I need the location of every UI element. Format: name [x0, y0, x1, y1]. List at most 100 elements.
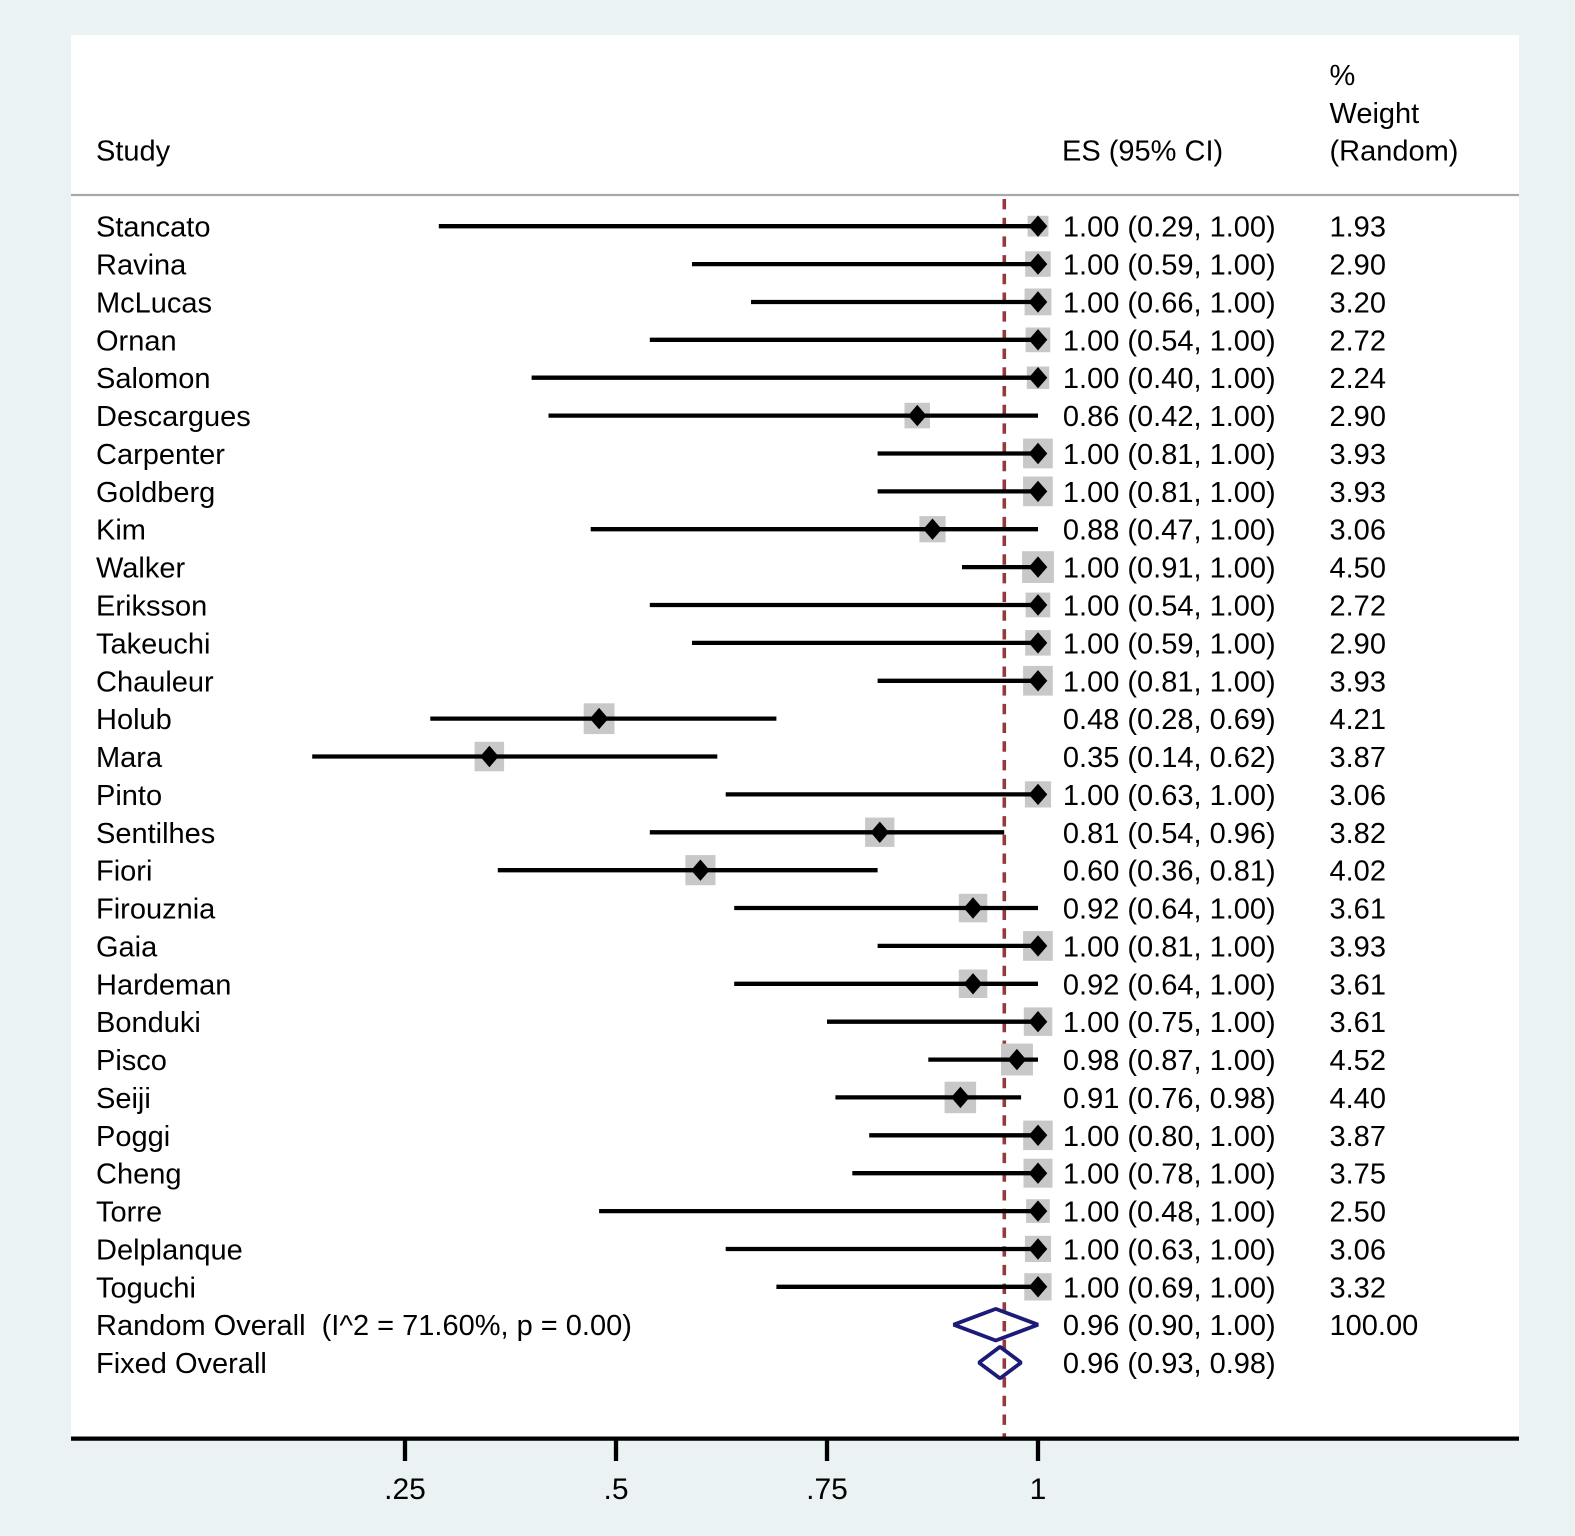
svg-text:.25: .25 — [384, 1473, 426, 1506]
svg-text:Fixed Overall: Fixed Overall — [96, 1348, 267, 1380]
svg-text:2.72: 2.72 — [1330, 325, 1386, 357]
svg-text:Random Overall (I^2 = 71.60%,: Random Overall (I^2 = 71.60%, p = 0.00) — [96, 1310, 632, 1342]
svg-text:ES (95% CI): ES (95% CI) — [1062, 136, 1223, 168]
svg-text:4.40: 4.40 — [1330, 1083, 1386, 1115]
svg-text:Ornan: Ornan — [96, 325, 177, 357]
svg-text:Seiji: Seiji — [96, 1083, 151, 1115]
svg-text:1.00 (0.59, 1.00): 1.00 (0.59, 1.00) — [1063, 250, 1276, 282]
svg-text:0.98 (0.87, 1.00): 0.98 (0.87, 1.00) — [1063, 1045, 1276, 1077]
svg-text:Pinto: Pinto — [96, 780, 162, 812]
svg-text:Walker: Walker — [96, 553, 185, 585]
svg-text:Hardeman: Hardeman — [96, 969, 231, 1001]
svg-text:0.96 (0.90, 1.00): 0.96 (0.90, 1.00) — [1063, 1310, 1276, 1342]
svg-text:3.75: 3.75 — [1330, 1159, 1386, 1191]
svg-text:3.87: 3.87 — [1330, 1121, 1386, 1153]
svg-text:1.00 (0.81, 1.00): 1.00 (0.81, 1.00) — [1063, 439, 1276, 471]
svg-text:4.52: 4.52 — [1330, 1045, 1386, 1077]
svg-text:2.50: 2.50 — [1330, 1197, 1386, 1229]
svg-text:Eriksson: Eriksson — [96, 591, 207, 623]
svg-text:2.90: 2.90 — [1330, 401, 1386, 433]
svg-text:1.00 (0.66, 1.00): 1.00 (0.66, 1.00) — [1063, 288, 1276, 320]
svg-text:1.00 (0.81, 1.00): 1.00 (0.81, 1.00) — [1063, 477, 1276, 509]
svg-text:Pisco: Pisco — [96, 1045, 167, 1077]
svg-text:100.00: 100.00 — [1330, 1310, 1419, 1342]
svg-text:3.87: 3.87 — [1330, 742, 1386, 774]
svg-text:Takeuchi: Takeuchi — [96, 628, 210, 660]
svg-text:Firouznia: Firouznia — [96, 894, 216, 926]
svg-text:1.00 (0.80, 1.00): 1.00 (0.80, 1.00) — [1063, 1121, 1276, 1153]
svg-text:3.20: 3.20 — [1330, 288, 1386, 320]
svg-text:Stancato: Stancato — [96, 212, 210, 244]
svg-text:Toguchi: Toguchi — [96, 1272, 196, 1304]
svg-text:Study: Study — [96, 136, 171, 168]
svg-text:Bonduki: Bonduki — [96, 1007, 201, 1039]
svg-text:2.72: 2.72 — [1330, 591, 1386, 623]
svg-text:3.61: 3.61 — [1330, 969, 1386, 1001]
svg-text:.5: .5 — [603, 1473, 628, 1506]
svg-text:Weight: Weight — [1330, 98, 1420, 130]
svg-text:4.02: 4.02 — [1330, 856, 1386, 888]
svg-text:1: 1 — [1030, 1473, 1047, 1506]
svg-text:1.00 (0.63, 1.00): 1.00 (0.63, 1.00) — [1063, 780, 1276, 812]
svg-text:Gaia: Gaia — [96, 931, 158, 963]
svg-text:3.93: 3.93 — [1330, 666, 1386, 698]
svg-text:0.92 (0.64, 1.00): 0.92 (0.64, 1.00) — [1063, 969, 1276, 1001]
svg-text:0.35 (0.14, 0.62): 0.35 (0.14, 0.62) — [1063, 742, 1276, 774]
svg-text:McLucas: McLucas — [96, 288, 212, 320]
svg-text:Delplanque: Delplanque — [96, 1235, 243, 1267]
svg-text:Goldberg: Goldberg — [96, 477, 215, 509]
svg-text:0.60 (0.36, 0.81): 0.60 (0.36, 0.81) — [1063, 856, 1276, 888]
svg-text:Salomon: Salomon — [96, 363, 210, 395]
svg-text:4.21: 4.21 — [1330, 704, 1386, 736]
svg-text:(Random): (Random) — [1330, 136, 1459, 168]
svg-text:Sentilhes: Sentilhes — [96, 818, 215, 850]
svg-text:3.93: 3.93 — [1330, 477, 1386, 509]
svg-text:%: % — [1330, 60, 1356, 92]
svg-text:0.48 (0.28, 0.69): 0.48 (0.28, 0.69) — [1063, 704, 1276, 736]
svg-text:3.61: 3.61 — [1330, 1007, 1386, 1039]
svg-text:Kim: Kim — [96, 515, 146, 547]
svg-text:0.96 (0.93, 0.98): 0.96 (0.93, 0.98) — [1063, 1348, 1276, 1380]
svg-text:1.00 (0.54, 1.00): 1.00 (0.54, 1.00) — [1063, 591, 1276, 623]
svg-text:1.93: 1.93 — [1330, 212, 1386, 244]
svg-text:3.93: 3.93 — [1330, 931, 1386, 963]
svg-text:4.50: 4.50 — [1330, 553, 1386, 585]
svg-text:3.06: 3.06 — [1330, 780, 1386, 812]
svg-text:.75: .75 — [806, 1473, 848, 1506]
svg-text:1.00 (0.69, 1.00): 1.00 (0.69, 1.00) — [1063, 1272, 1276, 1304]
svg-text:1.00 (0.48, 1.00): 1.00 (0.48, 1.00) — [1063, 1197, 1276, 1229]
svg-text:1.00 (0.75, 1.00): 1.00 (0.75, 1.00) — [1063, 1007, 1276, 1039]
svg-text:1.00 (0.59, 1.00): 1.00 (0.59, 1.00) — [1063, 628, 1276, 660]
svg-text:2.24: 2.24 — [1330, 363, 1386, 395]
svg-text:0.92 (0.64, 1.00): 0.92 (0.64, 1.00) — [1063, 894, 1276, 926]
svg-text:3.06: 3.06 — [1330, 515, 1386, 547]
svg-text:1.00 (0.91, 1.00): 1.00 (0.91, 1.00) — [1063, 553, 1276, 585]
svg-text:3.82: 3.82 — [1330, 818, 1386, 850]
svg-text:Descargues: Descargues — [96, 401, 251, 433]
svg-text:3.61: 3.61 — [1330, 894, 1386, 926]
svg-text:1.00 (0.54, 1.00): 1.00 (0.54, 1.00) — [1063, 325, 1276, 357]
svg-text:2.90: 2.90 — [1330, 250, 1386, 282]
svg-text:Torre: Torre — [96, 1197, 162, 1229]
svg-text:1.00 (0.29, 1.00): 1.00 (0.29, 1.00) — [1063, 212, 1276, 244]
svg-text:1.00 (0.40, 1.00): 1.00 (0.40, 1.00) — [1063, 363, 1276, 395]
svg-text:0.88 (0.47, 1.00): 0.88 (0.47, 1.00) — [1063, 515, 1276, 547]
svg-text:1.00 (0.78, 1.00): 1.00 (0.78, 1.00) — [1063, 1159, 1276, 1191]
svg-text:3.32: 3.32 — [1330, 1272, 1386, 1304]
svg-text:1.00 (0.63, 1.00): 1.00 (0.63, 1.00) — [1063, 1235, 1276, 1267]
svg-text:Holub: Holub — [96, 704, 172, 736]
svg-text:Carpenter: Carpenter — [96, 439, 225, 471]
svg-text:2.90: 2.90 — [1330, 628, 1386, 660]
svg-text:Chauleur: Chauleur — [96, 666, 214, 698]
svg-text:3.06: 3.06 — [1330, 1235, 1386, 1267]
svg-text:0.91 (0.76, 0.98): 0.91 (0.76, 0.98) — [1063, 1083, 1276, 1115]
svg-text:Fiori: Fiori — [96, 856, 152, 888]
svg-text:Mara: Mara — [96, 742, 163, 774]
svg-text:1.00 (0.81, 1.00): 1.00 (0.81, 1.00) — [1063, 666, 1276, 698]
svg-text:0.86 (0.42, 1.00): 0.86 (0.42, 1.00) — [1063, 401, 1276, 433]
svg-text:0.81 (0.54, 0.96): 0.81 (0.54, 0.96) — [1063, 818, 1276, 850]
svg-text:3.93: 3.93 — [1330, 439, 1386, 471]
svg-text:Ravina: Ravina — [96, 250, 187, 282]
svg-text:1.00 (0.81, 1.00): 1.00 (0.81, 1.00) — [1063, 931, 1276, 963]
svg-text:Poggi: Poggi — [96, 1121, 170, 1153]
